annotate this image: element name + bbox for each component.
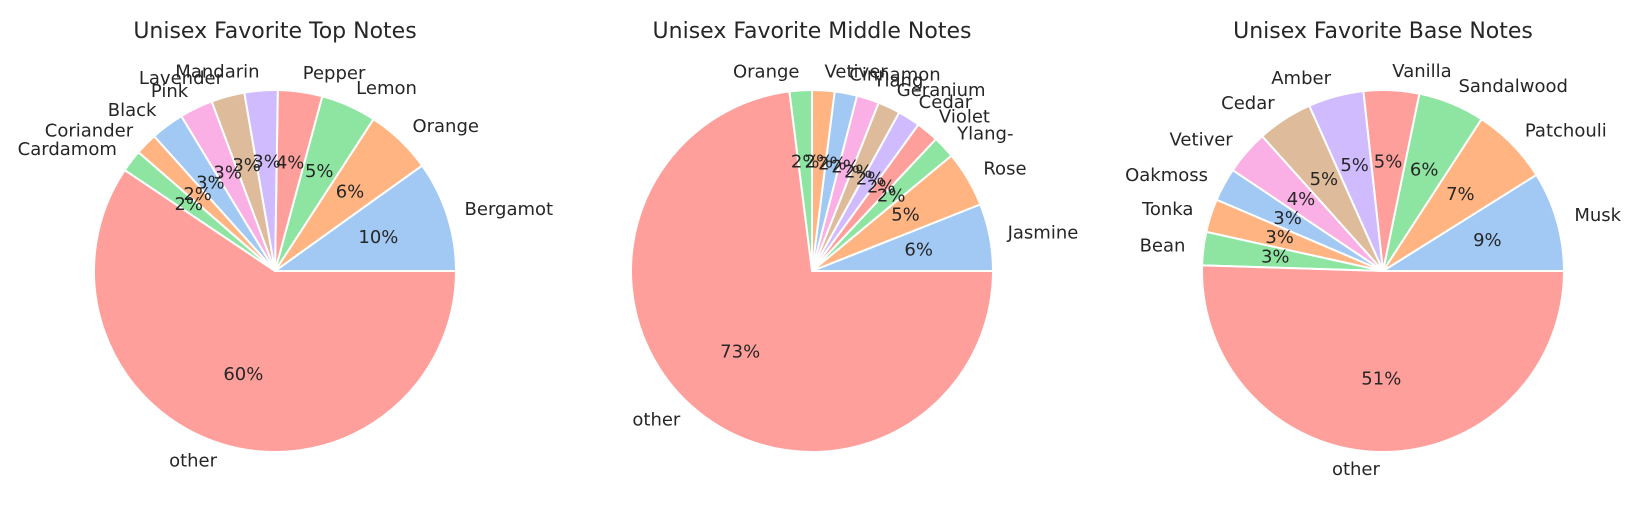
- slice-label: Vetiver: [1170, 129, 1234, 150]
- slice-label: Tonka: [1141, 199, 1194, 220]
- pie-chart-1: Unisex Favorite Top Notes Bergamot 10% Oran…: [18, 19, 553, 471]
- pie-slice: [630, 90, 994, 453]
- slice-percent-label: 6%: [904, 240, 933, 261]
- slice-label: Vanilla: [1392, 61, 1451, 82]
- slice-label: Coriander: [45, 120, 134, 141]
- slice-percent-label: 60%: [223, 364, 263, 385]
- slice-percent-label: 5%: [1374, 152, 1403, 173]
- slice-label: Cardamom: [18, 139, 117, 160]
- slice-label: Orange: [733, 61, 800, 82]
- slice-percent-label: 2%: [867, 176, 896, 197]
- slice-percent-label: 4%: [276, 152, 305, 173]
- chart-title: Unisex Favorite Base Notes: [1233, 19, 1533, 44]
- slice-percent-label: 3%: [1265, 227, 1294, 248]
- slice-label: other: [1332, 459, 1381, 480]
- slice-percent-label: 2%: [818, 153, 847, 174]
- slice-percent-label: 51%: [1361, 369, 1401, 390]
- slice-percent-label: 5%: [1310, 169, 1339, 190]
- pie-slice: [1382, 173, 1565, 272]
- slice-label: Violet: [939, 107, 990, 128]
- slice-percent-label: 5%: [305, 161, 334, 182]
- pie-chart-2: Unisex Favorite Middle Notes Jasmine 6% Ros…: [630, 19, 1079, 453]
- slice-label: Pepper: [303, 63, 366, 84]
- slice-percent-label: 10%: [358, 227, 398, 248]
- slice-label: Geranium: [897, 80, 986, 101]
- slice-percent-label: 2%: [831, 157, 860, 178]
- slice-label: Cedar: [1221, 93, 1275, 114]
- slice-percent-label: 3%: [232, 155, 261, 176]
- slice-percent-label: 5%: [1340, 155, 1369, 176]
- slice-label: other: [632, 409, 681, 430]
- slice-percent-label: 2%: [844, 162, 873, 183]
- slice-label: Amber: [1271, 68, 1331, 89]
- slice-label: Vetiver: [825, 61, 889, 82]
- slice-percent-label: 3%: [252, 152, 281, 173]
- slice-label: Ylang-: [956, 124, 1013, 145]
- slice-label: Rose: [983, 159, 1026, 180]
- chart-title: Unisex Favorite Middle Notes: [653, 19, 972, 44]
- slice-label: Lemon: [356, 78, 417, 99]
- slice-label: Musk: [1574, 205, 1621, 226]
- slice-percent-label: 2%: [856, 168, 885, 189]
- slice-percent-label: 3%: [1273, 208, 1302, 229]
- slice-percent-label: 6%: [1410, 160, 1439, 181]
- slice-percent-label: 2%: [877, 186, 906, 207]
- slice-label: Sandalwood: [1458, 76, 1568, 97]
- slice-label: Oakmoss: [1125, 165, 1208, 186]
- slice-label: Ylang: [873, 71, 924, 92]
- pie-slice: [1201, 264, 1565, 454]
- slice-label: Bergamot: [465, 199, 554, 220]
- slice-percent-label: 3%: [1261, 247, 1290, 268]
- slice-label: Lavender: [139, 68, 224, 89]
- slice-label: Cedar: [919, 92, 973, 113]
- pie-slice: [274, 164, 457, 272]
- slice-percent-label: 3%: [196, 173, 225, 194]
- slice-percent-label: 3%: [213, 162, 242, 183]
- slice-percent-label: 7%: [1446, 184, 1475, 205]
- slice-label: Bean: [1140, 235, 1186, 256]
- slice-percent-label: 73%: [720, 341, 760, 362]
- slice-percent-label: 2%: [805, 152, 834, 173]
- slice-percent-label: 5%: [891, 205, 920, 226]
- slice-percent-label: 2%: [174, 194, 203, 215]
- chart-title: Unisex Favorite Top Notes: [133, 19, 416, 44]
- slice-label: other: [169, 450, 218, 471]
- slice-percent-label: 2%: [183, 184, 212, 205]
- slice-percent-label: 6%: [336, 181, 365, 202]
- slice-label: Cinnamon: [849, 64, 940, 85]
- slice-label: Jasmine: [1007, 223, 1079, 244]
- slice-percent-label: 9%: [1473, 230, 1502, 251]
- slice-percent-label: 2%: [791, 152, 820, 173]
- pie-slice: [93, 169, 457, 453]
- slice-label: Pink: [151, 81, 189, 102]
- slice-label: Black: [108, 100, 157, 121]
- pie-chart-3: Unisex Favorite Base Notes Musk 9% Patchoul…: [1125, 19, 1622, 480]
- slice-label: Patchouli: [1525, 120, 1607, 141]
- slice-label: Orange: [412, 116, 479, 137]
- slice-label: Mandarin: [175, 62, 259, 83]
- slice-percent-label: 4%: [1287, 189, 1316, 210]
